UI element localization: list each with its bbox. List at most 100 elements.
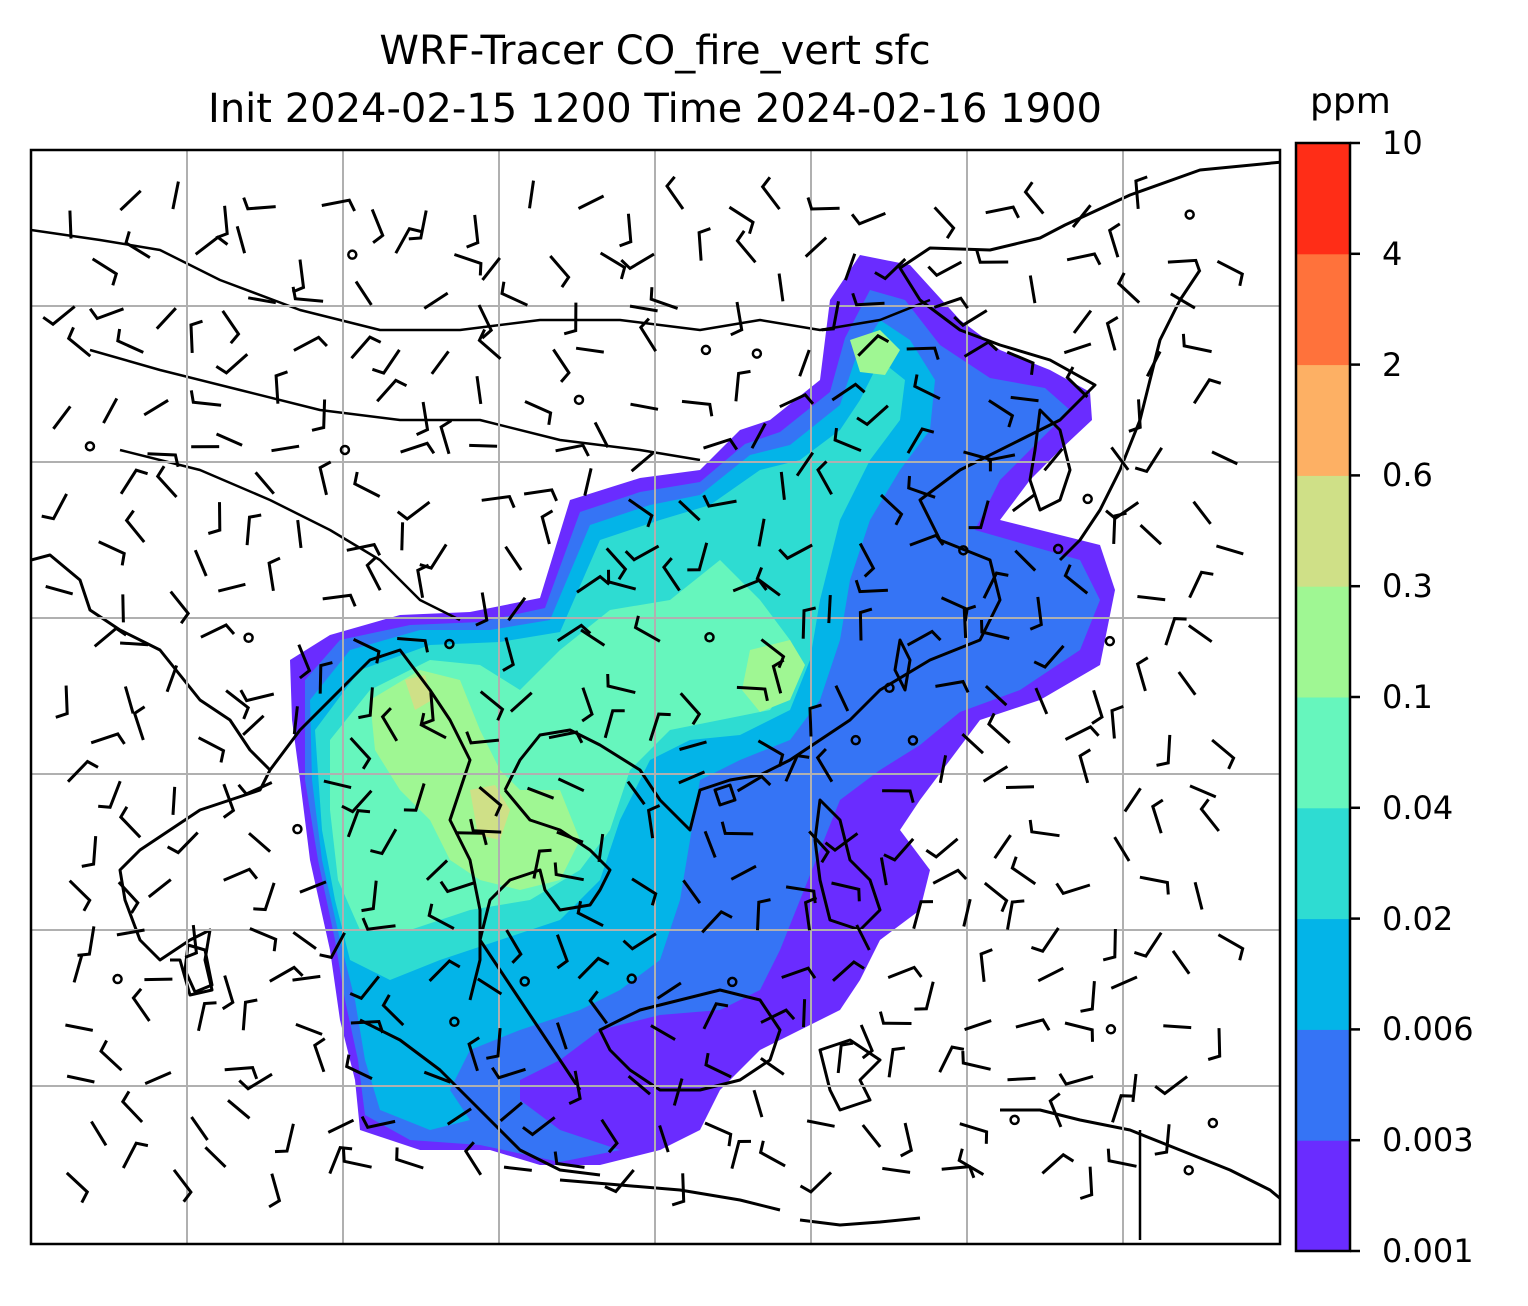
wind-barb (777, 273, 785, 302)
wind-barb (730, 1139, 752, 1169)
wind-barb (1063, 564, 1089, 595)
wind-barb (395, 1147, 424, 1170)
wind-barb (982, 571, 1009, 599)
wind-barb (851, 292, 885, 307)
wind-barb (169, 590, 191, 625)
wind-barb (245, 513, 262, 546)
colorbar-tick-label: 0.006 (1382, 1010, 1474, 1049)
wind-barb (318, 661, 333, 694)
wind-barb (555, 1022, 568, 1050)
wind-barb (1110, 446, 1130, 471)
wind-barb (242, 714, 265, 736)
wind-barb (987, 712, 1011, 745)
wind-barb (555, 934, 569, 970)
wind-barb (1181, 333, 1212, 354)
wind-barb (248, 832, 272, 853)
wind-barb (274, 1123, 295, 1154)
wind-barb (961, 732, 985, 755)
wind-barb (833, 427, 862, 452)
wind-barb (985, 205, 1020, 219)
wind-barb (346, 542, 382, 556)
wind-barb (938, 1045, 965, 1073)
wind-barb (576, 574, 611, 594)
wind-barb (155, 307, 177, 330)
wind-barb (90, 732, 126, 745)
wind-barb (504, 545, 523, 571)
colorbar-segment (1296, 143, 1350, 255)
wind-barb (581, 687, 594, 723)
wind-barb (1066, 252, 1102, 266)
wind-barb (171, 181, 180, 210)
wind-barb (638, 317, 657, 352)
wind-barb (98, 780, 122, 809)
wind-barb (65, 1171, 90, 1204)
wind-barb (421, 691, 435, 726)
wind-barb (131, 987, 151, 1022)
wind-barb (806, 197, 840, 211)
wind-barb (215, 353, 249, 375)
wind-barb (215, 432, 243, 447)
wind-barb (197, 736, 226, 763)
wind-barb (980, 619, 1010, 640)
wind-barb (1006, 899, 1025, 930)
wind-barb (1216, 259, 1245, 287)
wind-barb (221, 975, 235, 1011)
wind-barb (313, 1037, 326, 1073)
wind-barb (321, 198, 356, 212)
wind-barb (526, 786, 555, 800)
wind-barb (1211, 450, 1238, 466)
wind-barb (1048, 1092, 1063, 1128)
wind-barb (815, 747, 834, 783)
wind-barb (1134, 175, 1148, 210)
coastline-borneo (598, 988, 782, 1092)
wind-barb (41, 493, 68, 521)
wind-barb (475, 375, 483, 405)
wind-barb (568, 1070, 582, 1105)
wind-barb (806, 1119, 835, 1128)
wind-barb (116, 928, 145, 937)
wind-barb (469, 443, 498, 448)
wind-barb (1116, 272, 1141, 304)
wind-barb (254, 471, 275, 495)
wind-barb (662, 557, 681, 592)
calm-wind-marker (444, 638, 455, 650)
wind-barb (93, 626, 127, 648)
wind-barb (502, 637, 515, 672)
wind-barb (238, 1072, 273, 1091)
wind-barb (72, 955, 84, 983)
wind-barb (728, 205, 755, 235)
wind-barb (479, 690, 505, 721)
wind-barb (102, 397, 119, 424)
wind-barb (1215, 544, 1244, 556)
wind-barb (968, 500, 990, 530)
wind-barb (376, 378, 408, 403)
wind-barb (380, 707, 399, 742)
wind-barb (799, 1171, 833, 1194)
wind-barb (1014, 549, 1037, 572)
wind-barb (143, 399, 169, 417)
wind-barb (802, 999, 807, 1028)
wind-barb (824, 832, 859, 852)
wind-barb (297, 644, 312, 680)
wind-barb (322, 593, 357, 607)
co-field-level-5b (742, 640, 805, 712)
colorbar-segment (1296, 697, 1350, 809)
wind-barb (116, 328, 144, 354)
wind-barb (200, 623, 236, 639)
wind-barb (1167, 258, 1202, 273)
wind-barb (907, 475, 936, 499)
wind-barb (291, 259, 306, 294)
wind-barb (704, 1052, 732, 1079)
wind-barb (899, 1122, 914, 1158)
wind-barb (292, 974, 321, 982)
wind-barb (593, 421, 610, 448)
wind-barb (1010, 856, 1037, 886)
wind-barb (190, 1116, 209, 1141)
calm-wind-marker (1052, 543, 1064, 555)
wind-barb (879, 493, 904, 526)
wind-barb (961, 1050, 991, 1071)
wind-barb (528, 180, 535, 209)
wind-barb (221, 310, 241, 345)
wind-barb (1007, 1076, 1036, 1082)
wind-barb (354, 280, 373, 306)
